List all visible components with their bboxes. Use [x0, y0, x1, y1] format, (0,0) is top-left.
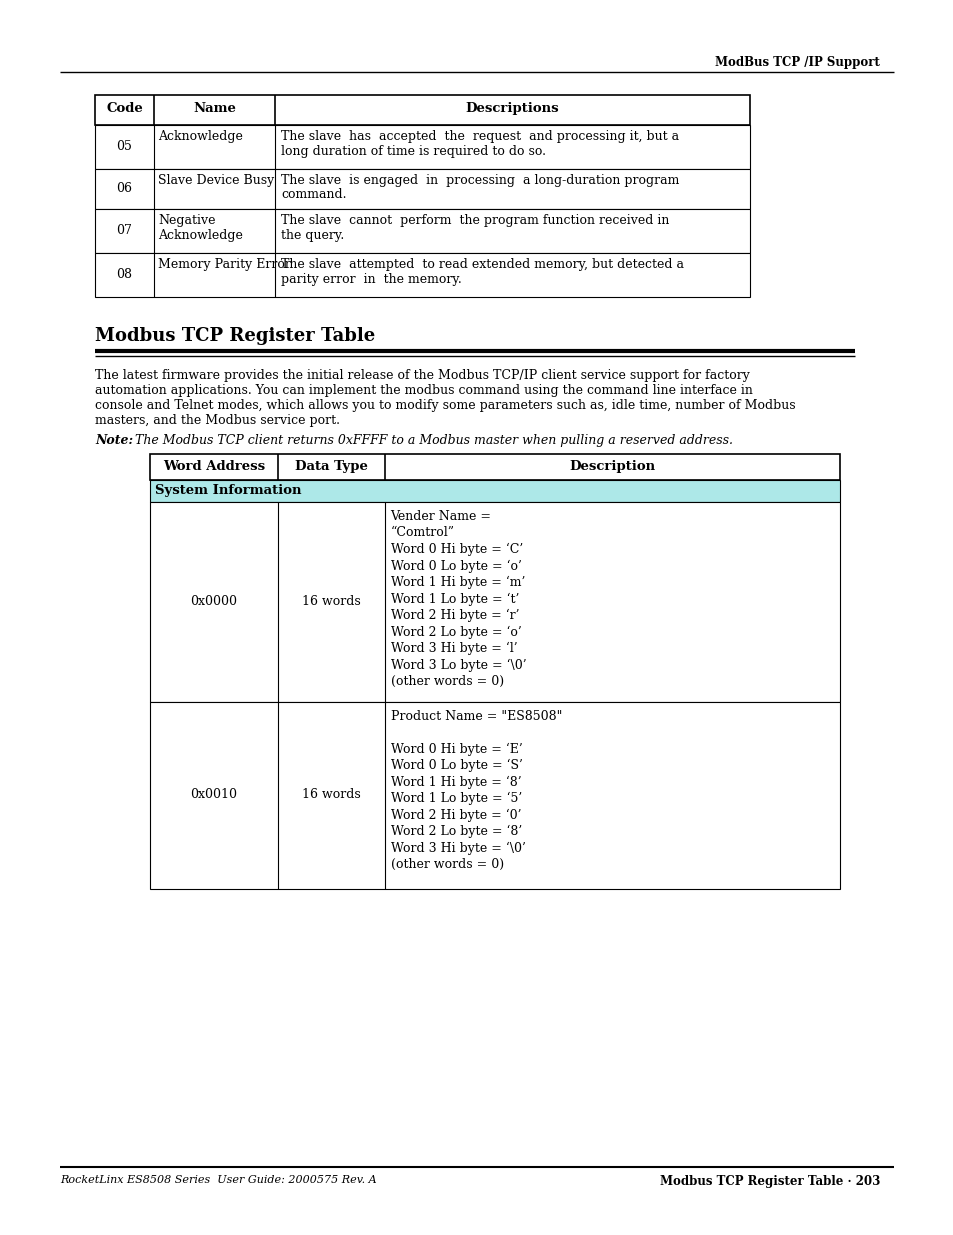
Bar [150, 480, 840, 501]
Text: The slave  is engaged  in  processing  a long-duration program: The slave is engaged in processing a lon… [281, 174, 679, 186]
Bar [95, 95, 749, 125]
Text: Word 2 Hi byte = ‘0’: Word 2 Hi byte = ‘0’ [390, 809, 520, 821]
Text: Word 2 Lo byte = ‘8’: Word 2 Lo byte = ‘8’ [390, 825, 521, 839]
Text: Word 0 Lo byte = ‘S’: Word 0 Lo byte = ‘S’ [390, 760, 522, 772]
Text: long duration of time is required to do so.: long duration of time is required to do … [281, 144, 545, 158]
Text: Product Name = "ES8508": Product Name = "ES8508" [390, 709, 561, 722]
Text: System Information: System Information [154, 484, 301, 496]
Text: Slave Device Busy: Slave Device Busy [158, 174, 274, 186]
Text: masters, and the Modbus service port.: masters, and the Modbus service port. [95, 414, 339, 427]
Text: Name: Name [193, 103, 235, 115]
Text: the query.: the query. [281, 228, 344, 242]
Text: Word 1 Hi byte = ‘m’: Word 1 Hi byte = ‘m’ [390, 576, 524, 589]
Text: 16 words: 16 words [301, 788, 360, 802]
Bar [95, 125, 749, 169]
Text: Negative: Negative [158, 214, 215, 227]
Text: Word 1 Hi byte = ‘8’: Word 1 Hi byte = ‘8’ [390, 776, 520, 789]
Bar [95, 209, 749, 253]
Text: 07: 07 [116, 224, 132, 237]
Text: Description: Description [569, 459, 655, 473]
Text: Modbus TCP Register Table · 203: Modbus TCP Register Table · 203 [659, 1174, 879, 1188]
Text: 06: 06 [116, 182, 132, 195]
Bar [150, 454, 840, 480]
Text: (other words = 0): (other words = 0) [390, 676, 503, 688]
Text: 16 words: 16 words [301, 595, 360, 608]
Text: Note:: Note: [95, 433, 133, 447]
Text: Modbus TCP Register Table: Modbus TCP Register Table [95, 327, 375, 345]
Text: RocketLinx ES8508 Series  User Guide: 2000575 Rev. A: RocketLinx ES8508 Series User Guide: 200… [60, 1174, 376, 1186]
Text: Word Address: Word Address [163, 459, 265, 473]
Bar [95, 169, 749, 209]
Text: Word 0 Hi byte = ‘E’: Word 0 Hi byte = ‘E’ [390, 742, 522, 756]
Text: Word 1 Lo byte = ‘5’: Word 1 Lo byte = ‘5’ [390, 792, 521, 805]
Text: “Comtrol”: “Comtrol” [390, 526, 455, 540]
Text: Word 2 Lo byte = ‘o’: Word 2 Lo byte = ‘o’ [390, 625, 520, 638]
Text: The slave  has  accepted  the  request  and processing it, but a: The slave has accepted the request and p… [281, 130, 679, 143]
Text: The latest firmware provides the initial release of the Modbus TCP/IP client ser: The latest firmware provides the initial… [95, 369, 749, 382]
Text: parity error  in  the memory.: parity error in the memory. [281, 273, 461, 285]
Text: Memory Parity Error: Memory Parity Error [158, 258, 291, 270]
Text: (other words = 0): (other words = 0) [390, 858, 503, 871]
Text: 05: 05 [116, 140, 132, 153]
Text: Vender Name =: Vender Name = [390, 510, 491, 522]
Text: Data Type: Data Type [294, 459, 367, 473]
Text: Word 3 Lo byte = ‘\0’: Word 3 Lo byte = ‘\0’ [390, 658, 526, 672]
Text: Code: Code [106, 103, 143, 115]
Text: Acknowledge: Acknowledge [158, 130, 243, 143]
Text: 0x0010: 0x0010 [191, 788, 237, 802]
Text: 08: 08 [116, 268, 132, 282]
Bar [150, 701, 840, 888]
Text: The Modbus TCP client returns 0xFFFF to a Modbus master when pulling a reserved : The Modbus TCP client returns 0xFFFF to … [127, 433, 732, 447]
Text: command.: command. [281, 189, 346, 201]
Text: The slave  cannot  perform  the program function received in: The slave cannot perform the program fun… [281, 214, 669, 227]
Text: Word 0 Lo byte = ‘o’: Word 0 Lo byte = ‘o’ [390, 559, 521, 573]
Text: Descriptions: Descriptions [465, 103, 558, 115]
Bar [150, 501, 840, 701]
Text: Acknowledge: Acknowledge [158, 228, 243, 242]
Text: Word 2 Hi byte = ‘r’: Word 2 Hi byte = ‘r’ [390, 609, 518, 622]
Text: Word 1 Lo byte = ‘t’: Word 1 Lo byte = ‘t’ [390, 593, 518, 605]
Text: The slave  attempted  to read extended memory, but detected a: The slave attempted to read extended mem… [281, 258, 683, 270]
Text: Word 0 Hi byte = ‘C’: Word 0 Hi byte = ‘C’ [390, 543, 522, 556]
Text: ModBus TCP /IP Support: ModBus TCP /IP Support [715, 56, 879, 69]
Bar [95, 253, 749, 296]
Text: console and Telnet modes, which allows you to modify some parameters such as, id: console and Telnet modes, which allows y… [95, 399, 795, 412]
Text: automation applications. You can implement the modbus command using the command : automation applications. You can impleme… [95, 384, 752, 396]
Text: Word 3 Hi byte = ‘l’: Word 3 Hi byte = ‘l’ [390, 642, 517, 656]
Text: 0x0000: 0x0000 [191, 595, 237, 608]
Text: Word 3 Hi byte = ‘\0’: Word 3 Hi byte = ‘\0’ [390, 841, 525, 855]
